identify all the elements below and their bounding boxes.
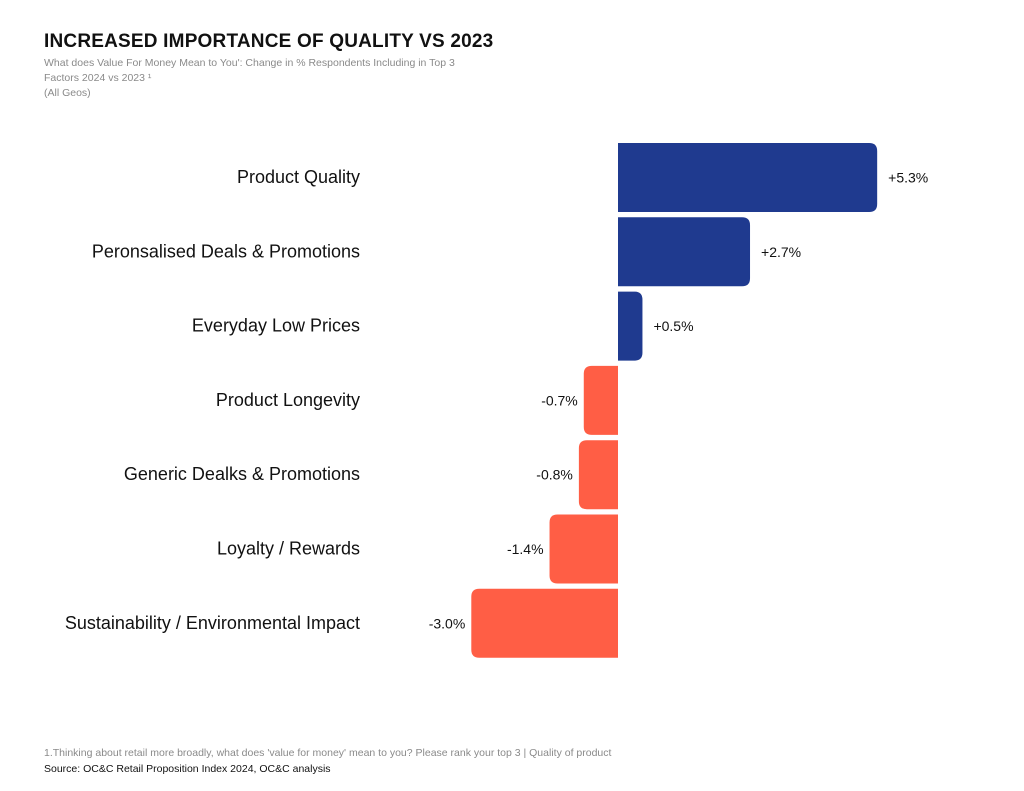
chart-subtitle-line-2: Factors 2024 vs 2023 ¹ xyxy=(44,72,152,84)
data-label: +0.5% xyxy=(653,318,693,334)
bar xyxy=(549,514,618,584)
data-label: -0.8% xyxy=(536,467,573,483)
bar xyxy=(618,291,643,361)
data-label: -1.4% xyxy=(507,541,544,557)
source-note: Source: OC&C Retail Proposition Index 20… xyxy=(44,763,331,775)
bar xyxy=(618,143,878,212)
footnote: 1.Thinking about retail more broadly, wh… xyxy=(44,747,612,759)
chart-subtitle-line-3: (All Geos) xyxy=(44,87,91,99)
category-label: Loyalty / Rewards xyxy=(217,539,360,559)
bar xyxy=(578,440,618,510)
bar xyxy=(583,365,618,435)
category-label: Product Longevity xyxy=(216,390,360,410)
category-label: Everyday Low Prices xyxy=(192,316,360,336)
category-label: Peronsalised Deals & Promotions xyxy=(92,241,360,261)
data-label: -0.7% xyxy=(541,392,578,408)
chart-title: INCREASED IMPORTANCE OF QUALITY VS 2023 xyxy=(44,31,494,52)
bar xyxy=(618,217,751,287)
category-label: Generic Dealks & Promotions xyxy=(124,464,360,484)
bar xyxy=(471,588,618,658)
chart-subtitle-line-1: What does Value For Money Mean to You': … xyxy=(44,57,455,69)
data-label: -3.0% xyxy=(429,615,466,631)
category-label: Sustainability / Environmental Impact xyxy=(65,613,360,633)
data-label: +2.7% xyxy=(761,244,801,260)
data-label: +5.3% xyxy=(888,170,928,186)
category-label: Product Quality xyxy=(237,167,360,187)
